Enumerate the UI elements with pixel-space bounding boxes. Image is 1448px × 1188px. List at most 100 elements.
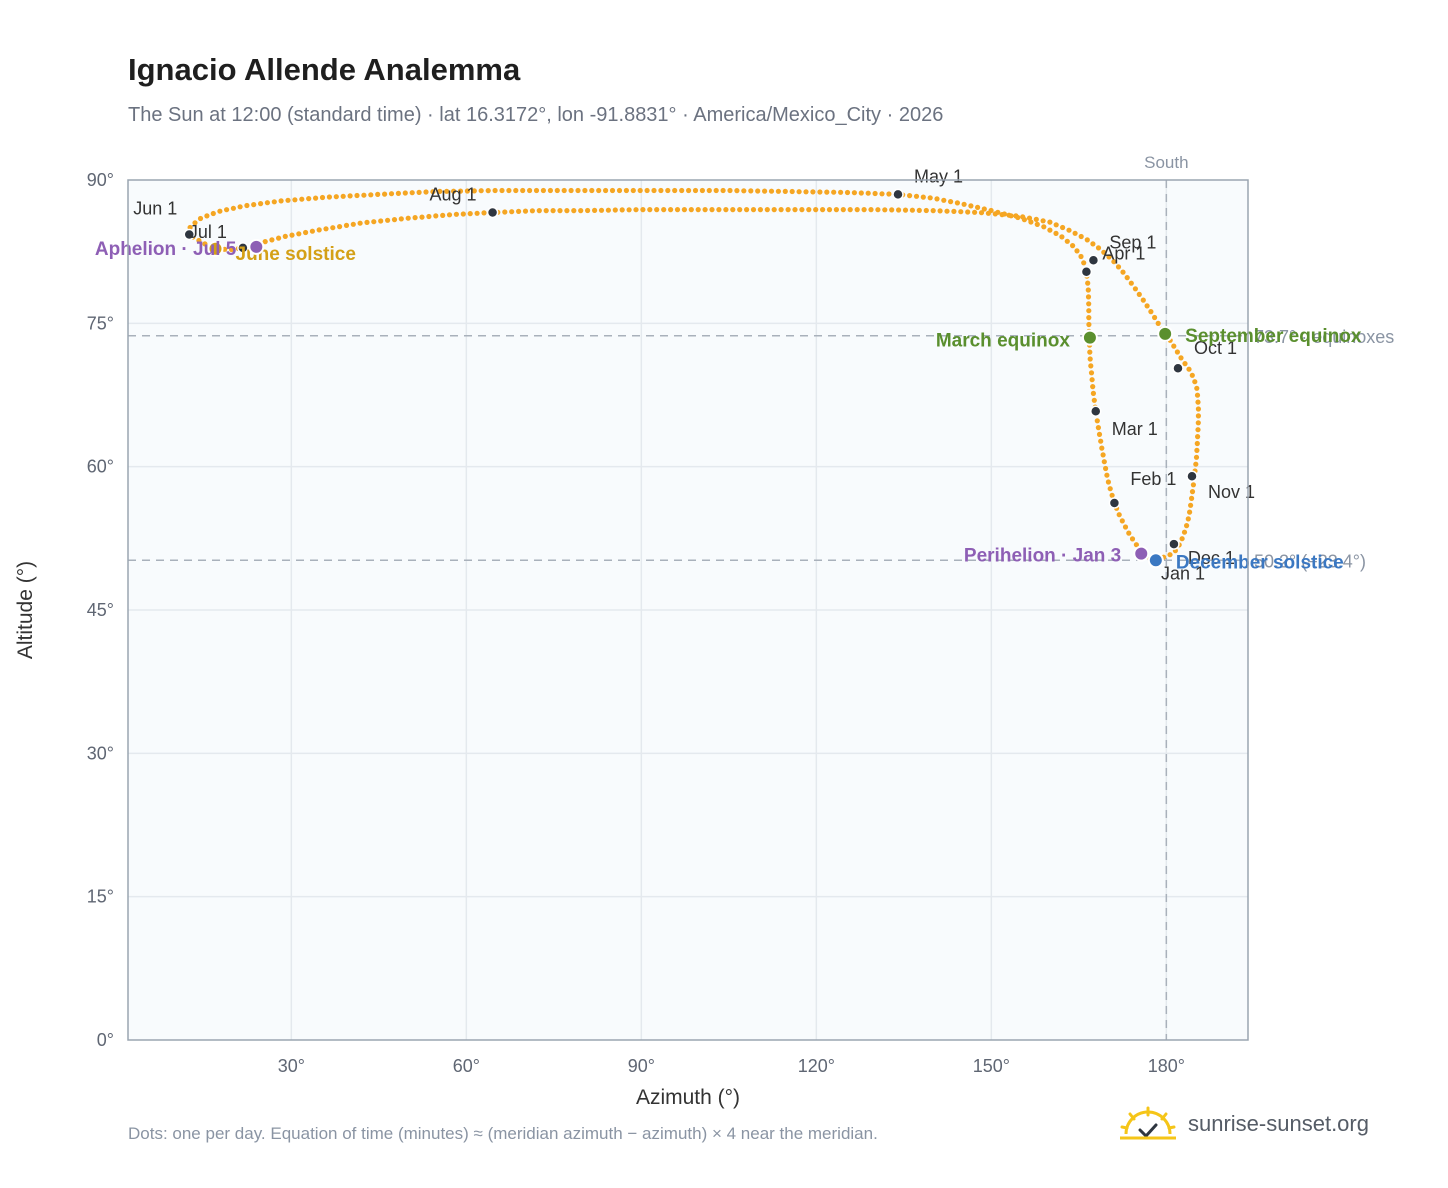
brand-name: sunrise-sunset.org bbox=[1188, 1111, 1369, 1136]
daily-dot bbox=[865, 190, 871, 196]
daily-dot bbox=[909, 207, 916, 213]
daily-dot bbox=[737, 207, 743, 213]
month-marker bbox=[486, 206, 499, 219]
daily-dot bbox=[734, 188, 740, 194]
daily-dot bbox=[762, 188, 768, 194]
x-tick-label: 180° bbox=[1148, 1056, 1185, 1076]
daily-dot bbox=[316, 227, 322, 233]
daily-dot bbox=[1087, 356, 1093, 362]
daily-dot bbox=[1070, 243, 1076, 249]
daily-dot bbox=[810, 189, 816, 195]
daily-dot bbox=[868, 207, 874, 213]
month-marker bbox=[1186, 470, 1198, 482]
daily-dot bbox=[886, 191, 892, 197]
x-tick-label: 120° bbox=[798, 1056, 835, 1076]
daily-dot bbox=[619, 207, 625, 213]
month-label: Jul 1 bbox=[189, 222, 227, 242]
daily-dot bbox=[1178, 355, 1184, 361]
daily-dot bbox=[368, 192, 374, 198]
daily-dot bbox=[1195, 434, 1201, 440]
daily-dot bbox=[1194, 447, 1200, 453]
daily-dot bbox=[1021, 217, 1027, 223]
daily-dot bbox=[306, 196, 312, 202]
daily-dot bbox=[995, 209, 1001, 215]
y-tick-label: 60° bbox=[87, 457, 114, 477]
daily-dot bbox=[1148, 309, 1154, 315]
daily-dot bbox=[716, 207, 722, 213]
month-marker bbox=[1087, 254, 1100, 267]
daily-dot bbox=[623, 187, 630, 194]
reference-line-label: 50.2° (−23.4°) bbox=[1254, 551, 1366, 571]
daily-dot bbox=[354, 192, 360, 199]
daily-dot bbox=[426, 213, 432, 220]
event-label: December solstice bbox=[1176, 552, 1344, 573]
daily-dot bbox=[616, 187, 623, 194]
x-axis-label: Azimuth (°) bbox=[636, 1086, 740, 1109]
daily-dot bbox=[564, 208, 570, 214]
daily-dot bbox=[1186, 366, 1192, 372]
daily-dot bbox=[626, 207, 632, 213]
brand[interactable]: sunrise-sunset.org bbox=[1120, 1104, 1369, 1144]
daily-dot bbox=[709, 207, 715, 213]
daily-dot bbox=[907, 193, 913, 199]
daily-dot bbox=[1090, 241, 1096, 247]
daily-dot bbox=[499, 187, 505, 194]
daily-dot bbox=[968, 203, 974, 209]
month-label: Jun 1 bbox=[133, 198, 177, 218]
daily-dot bbox=[764, 207, 770, 213]
daily-dot bbox=[575, 187, 581, 194]
daily-dot bbox=[1091, 397, 1097, 403]
daily-dot bbox=[875, 207, 881, 213]
daily-dot bbox=[961, 201, 967, 207]
daily-dot bbox=[713, 187, 719, 194]
daily-dot bbox=[1095, 425, 1101, 431]
event-marker bbox=[1147, 552, 1164, 569]
daily-dot bbox=[217, 208, 223, 214]
daily-dot bbox=[451, 188, 457, 194]
daily-dot bbox=[1193, 461, 1199, 467]
daily-dot bbox=[282, 233, 288, 239]
daily-dot bbox=[340, 193, 346, 199]
daily-dot bbox=[1089, 377, 1095, 383]
daily-dot bbox=[1129, 536, 1136, 542]
daily-dot bbox=[467, 211, 473, 217]
daily-dot bbox=[699, 187, 706, 194]
daily-dot bbox=[197, 215, 204, 222]
daily-dot bbox=[1195, 420, 1201, 426]
daily-dot bbox=[630, 187, 636, 194]
month-label: Sep 1 bbox=[1109, 232, 1156, 252]
daily-dot bbox=[958, 209, 964, 215]
daily-dot bbox=[1087, 349, 1093, 355]
daily-dot bbox=[647, 207, 653, 213]
daily-dot bbox=[1066, 227, 1072, 233]
daily-dot bbox=[730, 207, 736, 213]
daily-dot bbox=[364, 219, 370, 225]
daily-dot bbox=[720, 187, 726, 194]
daily-dot bbox=[333, 194, 339, 200]
daily-dot bbox=[1189, 495, 1195, 501]
daily-dot bbox=[847, 207, 853, 213]
daily-dot bbox=[1171, 343, 1177, 349]
daily-dot bbox=[1081, 260, 1087, 266]
daily-dot bbox=[665, 187, 671, 194]
daily-dot bbox=[446, 212, 453, 218]
daily-dot bbox=[1155, 320, 1161, 326]
daily-dot bbox=[1167, 552, 1173, 558]
event-marker bbox=[1081, 329, 1098, 346]
daily-dot bbox=[1185, 516, 1191, 522]
daily-dot bbox=[672, 187, 678, 194]
daily-dot bbox=[1053, 222, 1059, 228]
daily-dot bbox=[771, 207, 777, 213]
daily-dot bbox=[1040, 218, 1046, 224]
daily-dot bbox=[347, 193, 353, 199]
daily-dot bbox=[692, 187, 699, 194]
daily-dot bbox=[840, 207, 846, 213]
event-label: Aphelion · Jul 5 bbox=[95, 239, 237, 260]
month-marker bbox=[892, 188, 904, 201]
daily-dot bbox=[1098, 438, 1104, 444]
daily-dot bbox=[554, 187, 560, 194]
daily-dot bbox=[1085, 287, 1091, 293]
daily-dot bbox=[578, 208, 584, 214]
daily-dot bbox=[1099, 445, 1105, 451]
